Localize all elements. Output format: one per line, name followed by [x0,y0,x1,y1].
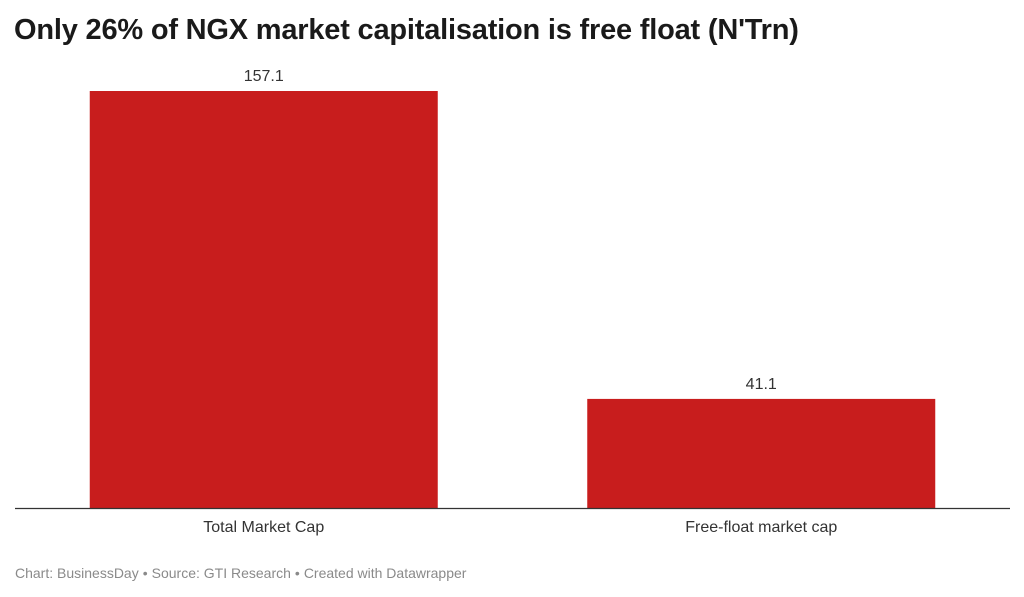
chart-title: Only 26% of NGX market capitalisation is… [14,14,799,46]
category-label-1: Free-float market cap [685,519,837,536]
bar-1 [587,398,936,508]
chart-source: Source: GTI Research [151,565,291,581]
chart-tool-credit: Created with Datawrapper [303,565,467,581]
bar-value-label-0: 157.1 [244,68,284,85]
bar-0 [89,91,438,508]
chart-footer: Chart: BusinessDay • Source: GTI Research •… [15,565,466,581]
footer-separator: • [142,565,148,581]
footer-separator: • [294,565,300,581]
labels-layer: 157.1 Total Market Cap 41.1 Free-float mark… [203,68,837,536]
category-label-0: Total Market Cap [203,519,324,536]
bar-value-label-1: 41.1 [746,376,777,393]
chart-credit: Chart: BusinessDay [15,565,139,581]
bars-layer [89,91,936,508]
